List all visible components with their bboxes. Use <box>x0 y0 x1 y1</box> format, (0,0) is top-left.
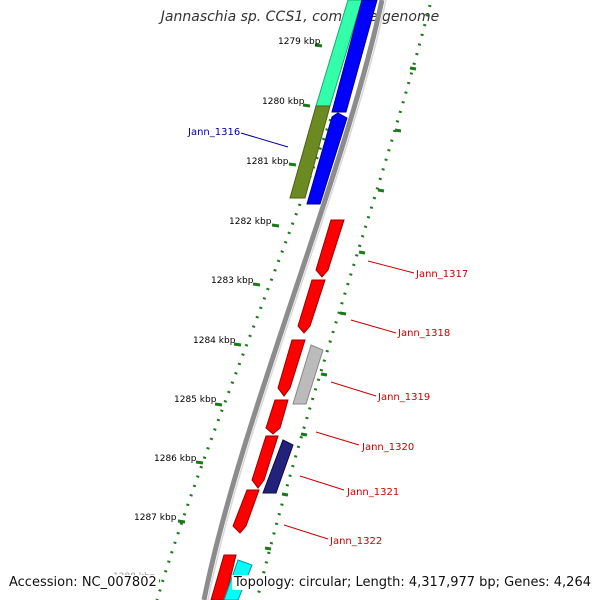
gene-red-jann-1317[interactable] <box>315 219 345 278</box>
gene-label-jann-1316[interactable]: Jann_1316 <box>187 127 240 138</box>
gene-label-jann-1322[interactable]: Jann_1322 <box>329 536 382 547</box>
tick-label: 1286 kbp <box>154 454 197 464</box>
gene-red-jann-1318[interactable] <box>297 279 326 334</box>
outer-major-ticks <box>152 43 323 583</box>
tick-label: 1281 kbp <box>246 157 289 167</box>
gene-label-jann-1319[interactable]: Jann_1319 <box>377 392 430 403</box>
tick-label: 1279 kbp <box>278 37 321 47</box>
leader-jann-1320 <box>315 431 360 446</box>
gene-label-jann-1317[interactable]: Jann_1317 <box>415 269 468 280</box>
tick-label: 1280 kbp <box>262 97 305 107</box>
gene-blue-2[interactable] <box>306 112 348 205</box>
inner-major-ticks <box>264 66 417 551</box>
tick-label: 1284 kbp <box>193 336 236 346</box>
leader-jann-1319 <box>330 381 377 397</box>
tick-label: 1282 kbp <box>229 217 272 227</box>
genome-backbone <box>201 0 385 600</box>
tick-label: 1287 kbp <box>134 513 177 523</box>
gene-blue-top[interactable] <box>331 0 378 113</box>
topology-text: Topology: circular; Length: 4,317,977 bp… <box>231 575 591 590</box>
tick-label: 1285 kbp <box>174 395 217 405</box>
gene-red-jann-1320b[interactable] <box>251 435 279 489</box>
gene-label-jann-1320[interactable]: Jann_1320 <box>361 442 414 453</box>
gene-red-jann-1319[interactable] <box>277 339 306 397</box>
genome-backbone-highlight <box>207 0 387 600</box>
leader-jann-1317 <box>367 260 415 274</box>
accession-text: Accession: NC_007802 <box>9 575 159 590</box>
gene-navy-jann-1321[interactable] <box>262 439 294 494</box>
gene-olive-jann-1316[interactable] <box>289 105 331 199</box>
gene-label-jann-1318[interactable]: Jann_1318 <box>397 328 450 339</box>
leader-jann-1318 <box>350 319 397 334</box>
leader-jann-1321 <box>299 475 345 491</box>
leader-jann-1322 <box>283 524 329 540</box>
gene-red-bottom[interactable] <box>210 554 237 600</box>
gene-grey-jann-1319[interactable] <box>292 344 324 405</box>
leader-jann-1316 <box>240 132 289 148</box>
gene-red-jann-1320[interactable] <box>265 399 289 435</box>
tick-label: 1283 kbp <box>211 276 254 286</box>
outer-scale-dots <box>155 4 369 600</box>
gene-red-jann-1322[interactable] <box>232 489 260 534</box>
gene-label-jann-1321[interactable]: Jann_1321 <box>346 487 399 498</box>
